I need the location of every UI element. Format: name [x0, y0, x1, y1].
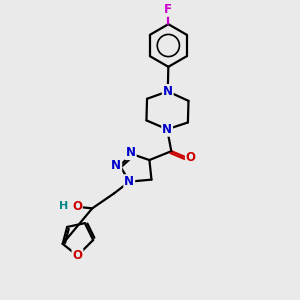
Text: O: O — [72, 200, 82, 213]
Text: O: O — [73, 249, 82, 262]
Text: O: O — [186, 151, 196, 164]
Text: H: H — [59, 201, 69, 211]
Text: N: N — [162, 123, 172, 136]
Text: N: N — [124, 175, 134, 188]
Text: N: N — [163, 85, 173, 98]
Text: F: F — [164, 3, 172, 16]
Text: N: N — [111, 159, 121, 172]
Text: N: N — [126, 146, 136, 159]
